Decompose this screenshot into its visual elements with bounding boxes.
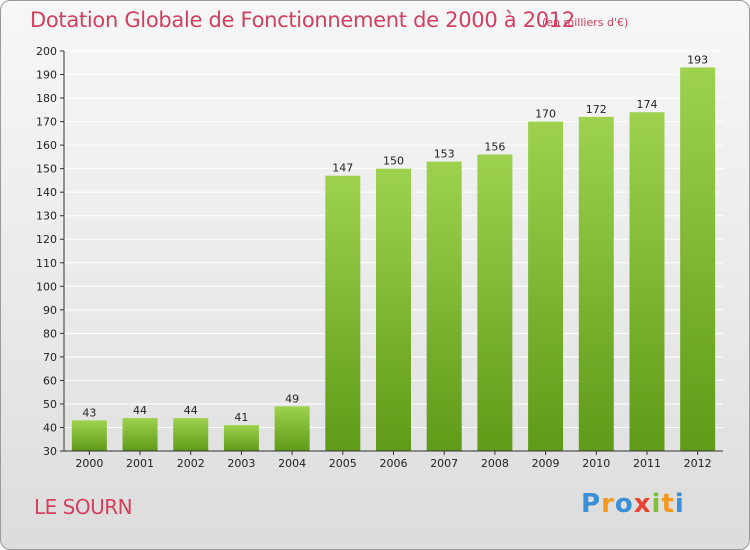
y-tick-label: 80 (43, 327, 57, 340)
bar-2007 (426, 161, 462, 451)
y-tick-label: 50 (43, 398, 57, 411)
data-label: 156 (484, 141, 505, 154)
y-tick-label: 180 (36, 92, 57, 105)
y-tick-label: 90 (43, 304, 57, 317)
bar-2008 (477, 154, 513, 451)
axes (60, 50, 723, 455)
y-tick-label: 110 (36, 257, 57, 270)
data-label: 44 (133, 404, 147, 417)
x-tick-label: 2008 (481, 457, 509, 470)
y-tick-label: 100 (36, 280, 57, 293)
x-tick-label: 2003 (227, 457, 255, 470)
data-label: 41 (234, 411, 248, 424)
y-tick-label: 60 (43, 374, 57, 387)
y-tick-label: 160 (36, 139, 57, 152)
y-tick-label: 30 (43, 445, 57, 458)
logo-letter: t (661, 489, 675, 519)
x-tick-label: 2001 (126, 457, 154, 470)
data-label: 193 (687, 53, 708, 66)
y-tick-label: 130 (36, 210, 57, 223)
y-tick-label: 150 (36, 163, 57, 176)
x-tick-label: 2004 (278, 457, 306, 470)
y-tick-label: 120 (36, 233, 57, 246)
x-tick-label: 2011 (633, 457, 661, 470)
logo-letter: x (633, 489, 652, 519)
labels: 30 40 50 60 70 80 90 100 110 120 130 140 150 160 170 18… (36, 45, 712, 470)
data-label: 170 (535, 108, 556, 121)
bar-2003 (223, 425, 259, 451)
logo-letter: i (674, 489, 685, 519)
logo-letter: i (651, 489, 662, 519)
data-label: 44 (184, 404, 198, 417)
x-tick-label: 2002 (177, 457, 205, 470)
logo-letter: P (581, 489, 602, 519)
x-tick-label: 2007 (430, 457, 458, 470)
data-label: 43 (82, 406, 96, 419)
bar-2010 (578, 116, 614, 451)
y-tick-label: 200 (36, 45, 57, 58)
data-label: 172 (586, 103, 607, 116)
data-label: 153 (434, 148, 455, 161)
y-tick-label: 190 (36, 69, 57, 82)
x-tick-label: 2000 (75, 457, 103, 470)
chart-subtitle: (en milliers d'€) (542, 16, 629, 29)
data-label: 147 (332, 162, 353, 175)
x-tick-label: 2010 (582, 457, 610, 470)
x-tick-label: 2006 (380, 457, 408, 470)
bar-2012 (680, 67, 716, 452)
bar-2005 (325, 175, 361, 452)
y-tick-label: 170 (36, 116, 57, 129)
data-label: 49 (285, 392, 299, 405)
chart-title: Dotation Globale de Fonctionnement de 20… (30, 8, 575, 32)
y-tick-label: 140 (36, 186, 57, 199)
data-label: 174 (636, 98, 657, 111)
data-label: 150 (383, 155, 404, 168)
bar-2000 (71, 420, 107, 451)
x-tick-label: 2012 (684, 457, 712, 470)
x-tick-label: 2005 (329, 457, 357, 470)
y-tick-label: 70 (43, 351, 57, 364)
logo-letter: o (614, 489, 634, 519)
y-tick-label: 40 (43, 421, 57, 434)
bar-2001 (122, 418, 158, 451)
bars (71, 67, 716, 452)
bar-2004 (274, 406, 310, 451)
proxiti-logo: Proxiti (581, 489, 685, 519)
bar-2006 (376, 168, 411, 451)
bar-2009 (528, 121, 564, 452)
x-tick-label: 2009 (532, 457, 560, 470)
bar-2011 (629, 112, 665, 452)
logo-letter: r (601, 489, 615, 519)
bar-2002 (173, 418, 209, 451)
commune-name: LE SOURN (34, 495, 133, 519)
